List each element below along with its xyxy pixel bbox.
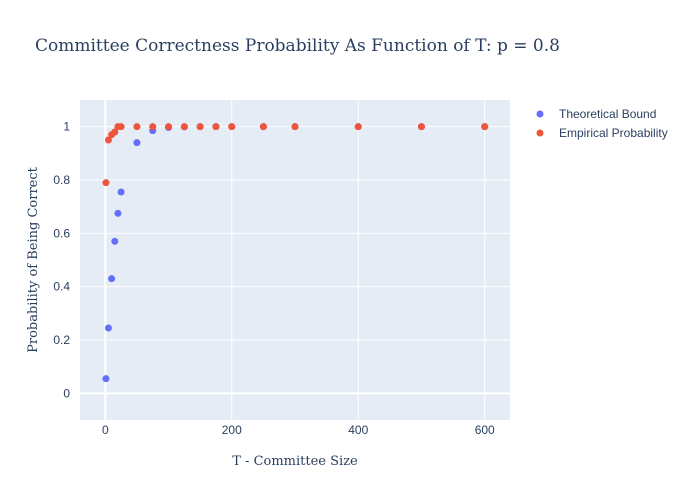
data-point — [259, 123, 267, 131]
data-point — [149, 123, 157, 131]
x-tick-label: 0 — [102, 423, 109, 437]
data-point — [291, 123, 299, 131]
y-tick-label: 0.8 — [53, 173, 70, 187]
data-point — [196, 123, 204, 131]
data-point — [102, 375, 110, 383]
data-point — [111, 237, 119, 245]
data-point — [354, 123, 362, 131]
data-point — [417, 123, 425, 131]
data-point — [133, 123, 141, 131]
data-point — [104, 136, 112, 144]
y-tick-label: 0 — [63, 386, 70, 400]
legend-marker-empirical — [536, 129, 544, 137]
legend-label-theoretical: Theoretical Bound — [559, 107, 656, 121]
data-point — [133, 139, 141, 147]
data-point — [117, 188, 125, 196]
x-tick-label: 200 — [222, 423, 242, 437]
data-point — [102, 179, 110, 187]
data-point — [165, 123, 173, 131]
data-point — [117, 123, 125, 131]
legend-label-empirical: Empirical Probability — [559, 126, 668, 140]
data-point — [180, 123, 188, 131]
data-point — [228, 123, 236, 131]
data-point — [212, 123, 220, 131]
y-tick-label: 0.4 — [53, 280, 70, 294]
y-axis-title: Probability of Being Correct — [26, 166, 41, 353]
legend-marker-theoretical — [536, 110, 544, 118]
legend: Theoretical Bound Empirical Probability — [536, 107, 668, 140]
x-tick-label: 600 — [475, 423, 495, 437]
x-tick-label: 400 — [348, 423, 368, 437]
data-point — [114, 209, 122, 217]
tick-labels: 0 0.2 0.4 0.6 0.8 1 0 200 400 600 — [53, 120, 495, 437]
data-point — [104, 324, 112, 332]
x-axis-title: T - Committee Size — [232, 454, 358, 469]
data-point — [111, 128, 119, 136]
y-tick-label: 0.6 — [53, 226, 70, 240]
data-point — [108, 275, 116, 283]
y-tick-label: 0.2 — [53, 333, 70, 347]
data-point — [481, 123, 489, 131]
y-tick-label: 1 — [63, 120, 70, 134]
series-empirical-probability — [102, 123, 489, 187]
plot-area — [80, 100, 510, 420]
data-points — [102, 123, 489, 383]
chart-title: Committee Correctness Probability As Fun… — [35, 36, 560, 56]
